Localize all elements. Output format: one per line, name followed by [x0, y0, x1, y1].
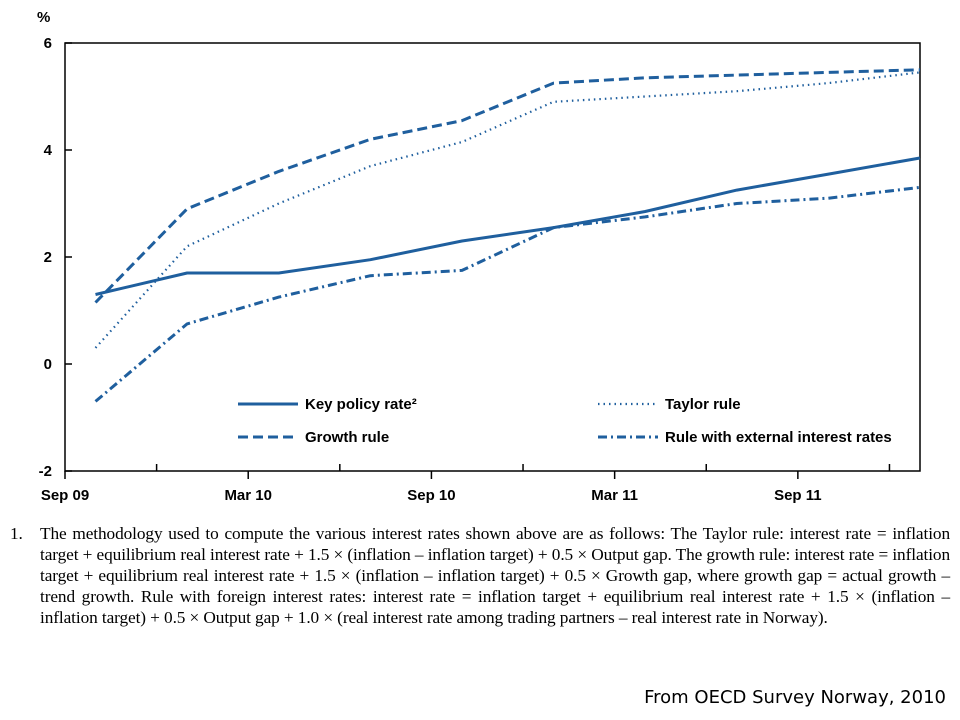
y-tick-label: 0: [44, 356, 52, 373]
footnote-number: 1.: [10, 524, 23, 543]
y-axis: -2 0 2 4 6: [39, 35, 72, 480]
source-caption: From OECD Survey Norway, 2010: [644, 687, 946, 708]
legend-label-3: Taylor rule: [665, 396, 741, 413]
legend: Key policy rate² Growth rule Taylor rule Ru…: [238, 396, 892, 446]
series-line-1: [95, 156, 921, 296]
y-tick-label: 6: [44, 35, 52, 52]
x-tick-label: Sep 11: [774, 487, 822, 504]
legend-label-4: Rule with external interest rates: [665, 429, 892, 446]
x-tick-label: Sep 10: [407, 487, 455, 504]
y-tick-label: -2: [39, 463, 52, 480]
x-tick-label: Mar 10: [224, 487, 272, 504]
series-layer: [94, 68, 921, 403]
x-tick-label: Sep 09: [41, 487, 89, 504]
legend-label-1: Key policy rate²: [305, 396, 417, 413]
x-axis: Sep 09 Mar 10 Sep 10 Mar 11 Sep 11: [41, 464, 891, 504]
y-tick-label: 2: [44, 249, 52, 266]
plot-area: [64, 42, 921, 472]
legend-label-2: Growth rule: [305, 429, 389, 446]
footnote: 1. The methodology used to compute the v…: [10, 523, 950, 628]
series-line-3: [94, 71, 921, 349]
footnote-text: The methodology used to compute the vari…: [40, 524, 950, 627]
y-axis-unit: %: [37, 9, 50, 26]
y-tick-label: 4: [44, 142, 53, 159]
series-line-2: [94, 68, 921, 304]
x-tick-label: Mar 11: [591, 487, 638, 504]
series-line-4: [94, 185, 921, 403]
